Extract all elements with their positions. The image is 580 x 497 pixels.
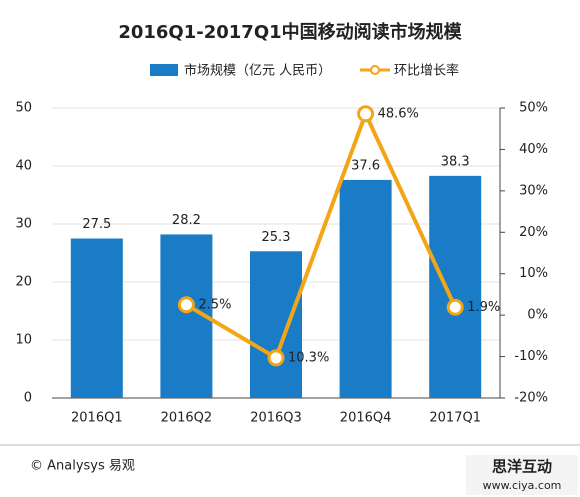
footer: © Analysys 易观	[30, 459, 135, 474]
y2-tick-label: 30%	[519, 183, 548, 198]
watermark: 思洋互动	[492, 458, 552, 476]
y2-tick-label: 20%	[519, 225, 548, 240]
y-tick-label: 40	[15, 159, 32, 174]
bar	[339, 179, 392, 398]
line-value-label: 1.9%	[467, 300, 500, 315]
y-tick-label: 50	[15, 101, 32, 116]
y2-tick-label: 40%	[519, 142, 548, 157]
y-tick-label: 10	[15, 333, 32, 348]
legend-label: 市场规模（亿元 人民币）	[184, 63, 331, 79]
y2-tick-label: 0%	[527, 308, 548, 323]
x-tick-label: 2016Q1	[71, 411, 123, 426]
bar-value-label: 25.3	[262, 230, 291, 245]
line-value-label: 2.5%	[198, 297, 231, 312]
bar-value-label: 27.5	[82, 217, 111, 232]
line	[185, 111, 458, 360]
legend-label: 环比增长率	[394, 63, 459, 79]
chart-title: 2016Q1-2017Q1中国移动阅读市场规模	[118, 21, 462, 43]
y2-tick-label: -20%	[514, 391, 548, 406]
y2-tick-label: 50%	[519, 101, 548, 116]
x-tick-label: 2016Q3	[250, 411, 302, 426]
y2-tick-label: -10%	[514, 349, 548, 364]
bar	[70, 238, 123, 398]
x-tick-label: 2016Q4	[340, 411, 392, 426]
line-point	[357, 105, 375, 123]
line-value-label: 48.6%	[378, 106, 419, 121]
x-tick-label: 2017Q1	[429, 411, 481, 426]
watermark: www.ciya.com	[483, 479, 562, 492]
line-point	[177, 296, 195, 314]
line-value-label: 10.3%	[288, 350, 329, 365]
legend-swatch	[150, 64, 178, 76]
y-tick-label: 0	[24, 391, 32, 406]
line-point	[446, 298, 464, 316]
bar	[429, 175, 482, 398]
y-tick-label: 20	[15, 275, 32, 290]
bar-value-label: 28.2	[172, 213, 201, 228]
legend-swatch	[370, 65, 380, 75]
line-point	[267, 349, 285, 367]
bar-value-label: 37.6	[351, 158, 380, 173]
x-tick-label: 2016Q2	[161, 411, 213, 426]
watermark-box	[466, 455, 578, 495]
bar	[250, 251, 302, 398]
y2-tick-label: 10%	[519, 266, 548, 281]
y-tick-label: 30	[15, 217, 32, 232]
bar-value-label: 38.3	[441, 154, 470, 169]
